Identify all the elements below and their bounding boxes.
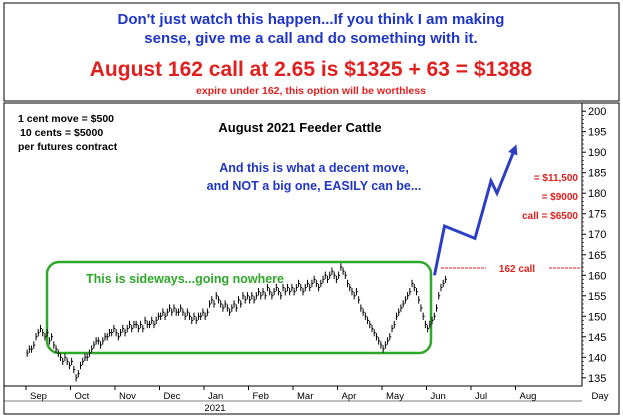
x-tick-label: Oct (75, 391, 90, 402)
x-tick-label: Sep (30, 391, 47, 402)
sideways-label: This is sideways...going nowhere (86, 272, 284, 286)
header-line-1: Don't just watch this happen...If you th… (118, 11, 505, 28)
header-warning: expire under 162, this option will be wo… (196, 85, 426, 97)
x-tick-label: Jul (475, 391, 487, 402)
x-axis: Sep Oct Nov Dec Jan Feb Mar Apr May Jun Jul Aug (4, 386, 582, 402)
y-tick-label: 200 (588, 106, 606, 118)
y-tick-label: 140 (588, 352, 606, 364)
x-tick-label: Dec (164, 391, 181, 402)
y-tick-label: 195 (588, 127, 606, 139)
y-tick-label: 135 (588, 373, 606, 385)
value-6500: call = $6500 (522, 211, 578, 222)
note-line-3: per futures contract (18, 141, 118, 153)
y-axis: 135 140 145 150 155 160 165 170 175 180 185 190 195 2… (582, 106, 606, 385)
y-tick-label: 190 (588, 147, 606, 159)
header-frame (3, 2, 620, 102)
call-label-bg (486, 262, 548, 274)
x-axis-year: 2021 (204, 403, 225, 414)
sideways-box (45, 260, 433, 355)
y-tick-label: 145 (588, 332, 606, 344)
y-tick-label: 150 (588, 311, 606, 323)
y-tick-label: 160 (588, 270, 606, 282)
header-line-2: sense, give me a call and do something w… (144, 30, 477, 47)
move-annotation-2: and NOT a big one, EASILY can be... (207, 179, 422, 193)
x-axis-unit: Day (592, 391, 609, 402)
value-9000: = $9000 (542, 192, 579, 203)
projection-line (433, 144, 518, 276)
price-bars (26, 263, 447, 382)
x-tick-label: Apr (342, 391, 357, 402)
y-tick-label: 170 (588, 229, 606, 241)
chart-title: August 2021 Feeder Cattle (218, 120, 381, 135)
x-tick-label: Aug (520, 391, 537, 402)
move-annotation-1: And this is what a decent move, (219, 161, 409, 175)
x-tick-label: Feb (253, 391, 269, 402)
value-11500: = $11,500 (534, 173, 579, 184)
x-tick-label: Jun (431, 391, 446, 402)
note-line-1: 1 cent move = $500 (18, 113, 114, 125)
x-tick-label: Nov (119, 391, 136, 402)
x-tick-label: Mar (297, 391, 313, 402)
y-tick-label: 185 (588, 168, 606, 180)
note-line-2: 10 cents = $5000 (20, 127, 103, 139)
y-tick-label: 155 (588, 291, 606, 303)
y-tick-label: 175 (588, 209, 606, 221)
y-tick-label: 165 (588, 250, 606, 262)
call-label: 162 call (499, 264, 535, 275)
y-tick-label: 180 (588, 188, 606, 200)
header-offer: August 162 call at 2.65 is $1325 + 63 = … (90, 58, 533, 81)
x-tick-label: May (386, 391, 404, 402)
x-tick-label: Jan (208, 391, 223, 402)
